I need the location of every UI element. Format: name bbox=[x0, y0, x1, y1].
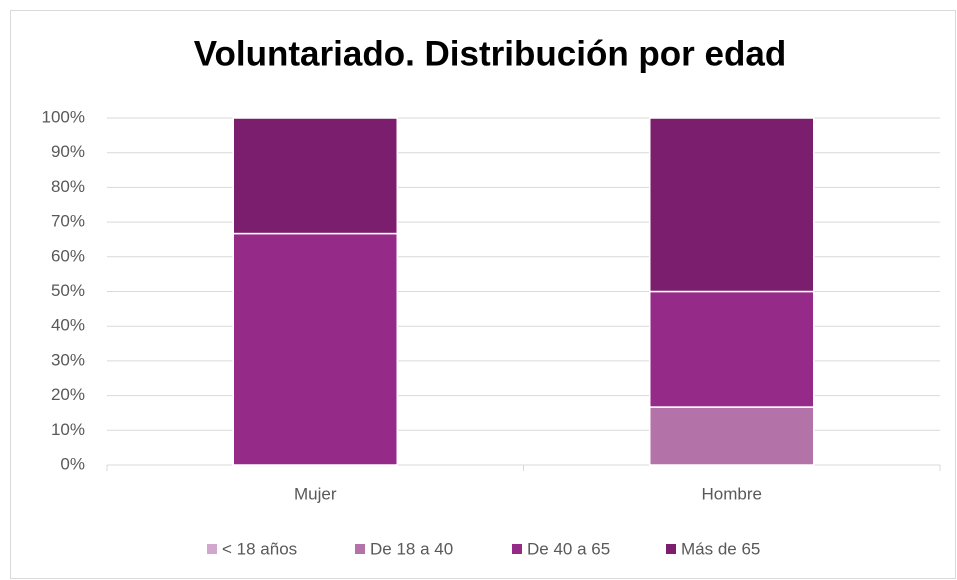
legend-swatch bbox=[666, 544, 676, 554]
y-tick-label: 70% bbox=[51, 212, 85, 231]
legend-label: < 18 años bbox=[222, 539, 297, 558]
y-tick-label: 100% bbox=[42, 107, 85, 126]
legend-label: De 40 a 65 bbox=[527, 539, 610, 558]
x-tick-label: Mujer bbox=[294, 484, 337, 503]
legend-label: De 18 a 40 bbox=[370, 539, 453, 558]
legend-swatch bbox=[512, 544, 522, 554]
legend-swatch bbox=[355, 544, 365, 554]
y-tick-label: 40% bbox=[51, 316, 85, 335]
y-tick-label: 80% bbox=[51, 177, 85, 196]
bar-segment bbox=[649, 117, 815, 293]
y-tick-label: 10% bbox=[51, 420, 85, 439]
y-tick-label: 50% bbox=[51, 281, 85, 300]
y-tick-label: 0% bbox=[60, 454, 85, 473]
bar-segment bbox=[232, 117, 398, 235]
y-tick-label: 30% bbox=[51, 350, 85, 369]
x-tick-label: Hombre bbox=[702, 484, 762, 503]
legend-swatch bbox=[207, 544, 217, 554]
bar-segment bbox=[232, 232, 398, 466]
bar-segment bbox=[649, 406, 815, 466]
bar-segment bbox=[649, 290, 815, 408]
chart-title: Voluntariado. Distribución por edad bbox=[194, 34, 786, 73]
legend-label: Más de 65 bbox=[681, 539, 760, 558]
y-tick-label: 60% bbox=[51, 246, 85, 265]
y-tick-label: 20% bbox=[51, 385, 85, 404]
y-tick-label: 90% bbox=[51, 142, 85, 161]
